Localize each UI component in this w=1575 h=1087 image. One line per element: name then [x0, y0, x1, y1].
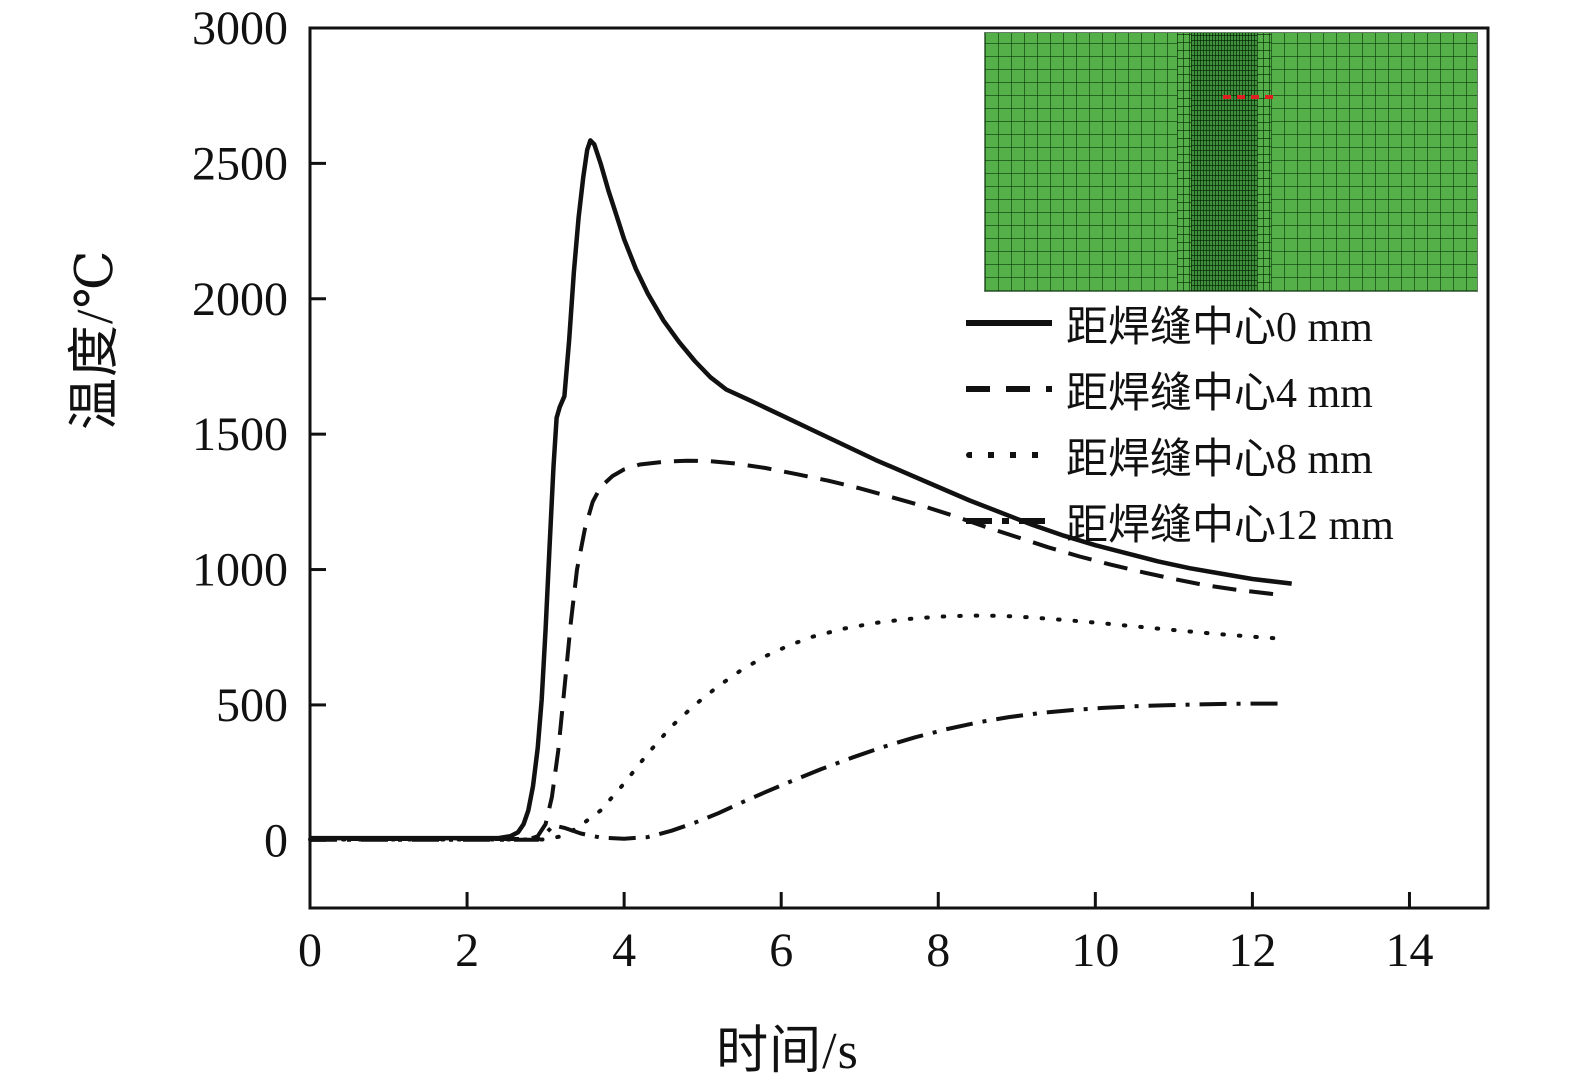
dashed-line-sample [966, 386, 1052, 392]
legend-item-0mm: 距焊缝中心0 mm [966, 290, 1466, 356]
x-tick-label: 4 [612, 924, 636, 977]
legend-item-12mm: 距焊缝中心12 mm [966, 488, 1466, 554]
legend-label: 距焊缝中心12 mm [1066, 502, 1394, 549]
mesh-transition-band-right [1257, 33, 1271, 291]
x-tick-label: 0 [298, 924, 322, 977]
y-tick-label: 2500 [192, 137, 288, 190]
x-axis-label: 时间/s [716, 1023, 859, 1080]
mesh-inset-image [984, 32, 1478, 292]
legend-label: 距焊缝中心8 mm [1066, 436, 1373, 483]
legend: 距焊缝中心0 mm 距焊缝中心4 mm 距焊缝中心8 mm 距焊缝中心12 mm [966, 290, 1466, 554]
plot-frame [308, 26, 1490, 910]
x-tick-label: 12 [1228, 924, 1276, 977]
y-axis-label: 温度/℃ [67, 249, 124, 430]
mesh-transition-band-left [1177, 33, 1191, 291]
dotted-line-sample [966, 452, 1052, 458]
series-line-3 [310, 701, 1284, 842]
x-tick-label: 2 [455, 924, 479, 977]
legend-item-4mm: 距焊缝中心4 mm [966, 356, 1466, 422]
mesh-refined-band [1191, 33, 1257, 291]
legend-item-8mm: 距焊缝中心8 mm [966, 422, 1466, 488]
solid-line-sample [966, 320, 1052, 326]
y-tick-label: 2000 [192, 273, 288, 326]
legend-label: 距焊缝中心0 mm [1066, 304, 1373, 351]
series-line-2 [308, 613, 1278, 842]
series-line-1 [310, 458, 1277, 841]
dashdot-line-sample [966, 518, 1052, 524]
y-tick-label: 3000 [192, 2, 288, 55]
y-tick-label: 1000 [192, 544, 288, 597]
x-tick-label: 14 [1385, 924, 1433, 977]
x-tick-label: 10 [1071, 924, 1119, 977]
y-tick-label: 1500 [192, 408, 288, 461]
x-tick-label: 8 [926, 924, 950, 977]
y-tick-label: 0 [264, 814, 288, 867]
series-line-0 [310, 138, 1292, 841]
weld-path-markers [1223, 95, 1275, 99]
legend-label: 距焊缝中心4 mm [1066, 370, 1373, 417]
y-tick-label: 500 [216, 679, 288, 732]
x-tick-label: 6 [769, 924, 793, 977]
